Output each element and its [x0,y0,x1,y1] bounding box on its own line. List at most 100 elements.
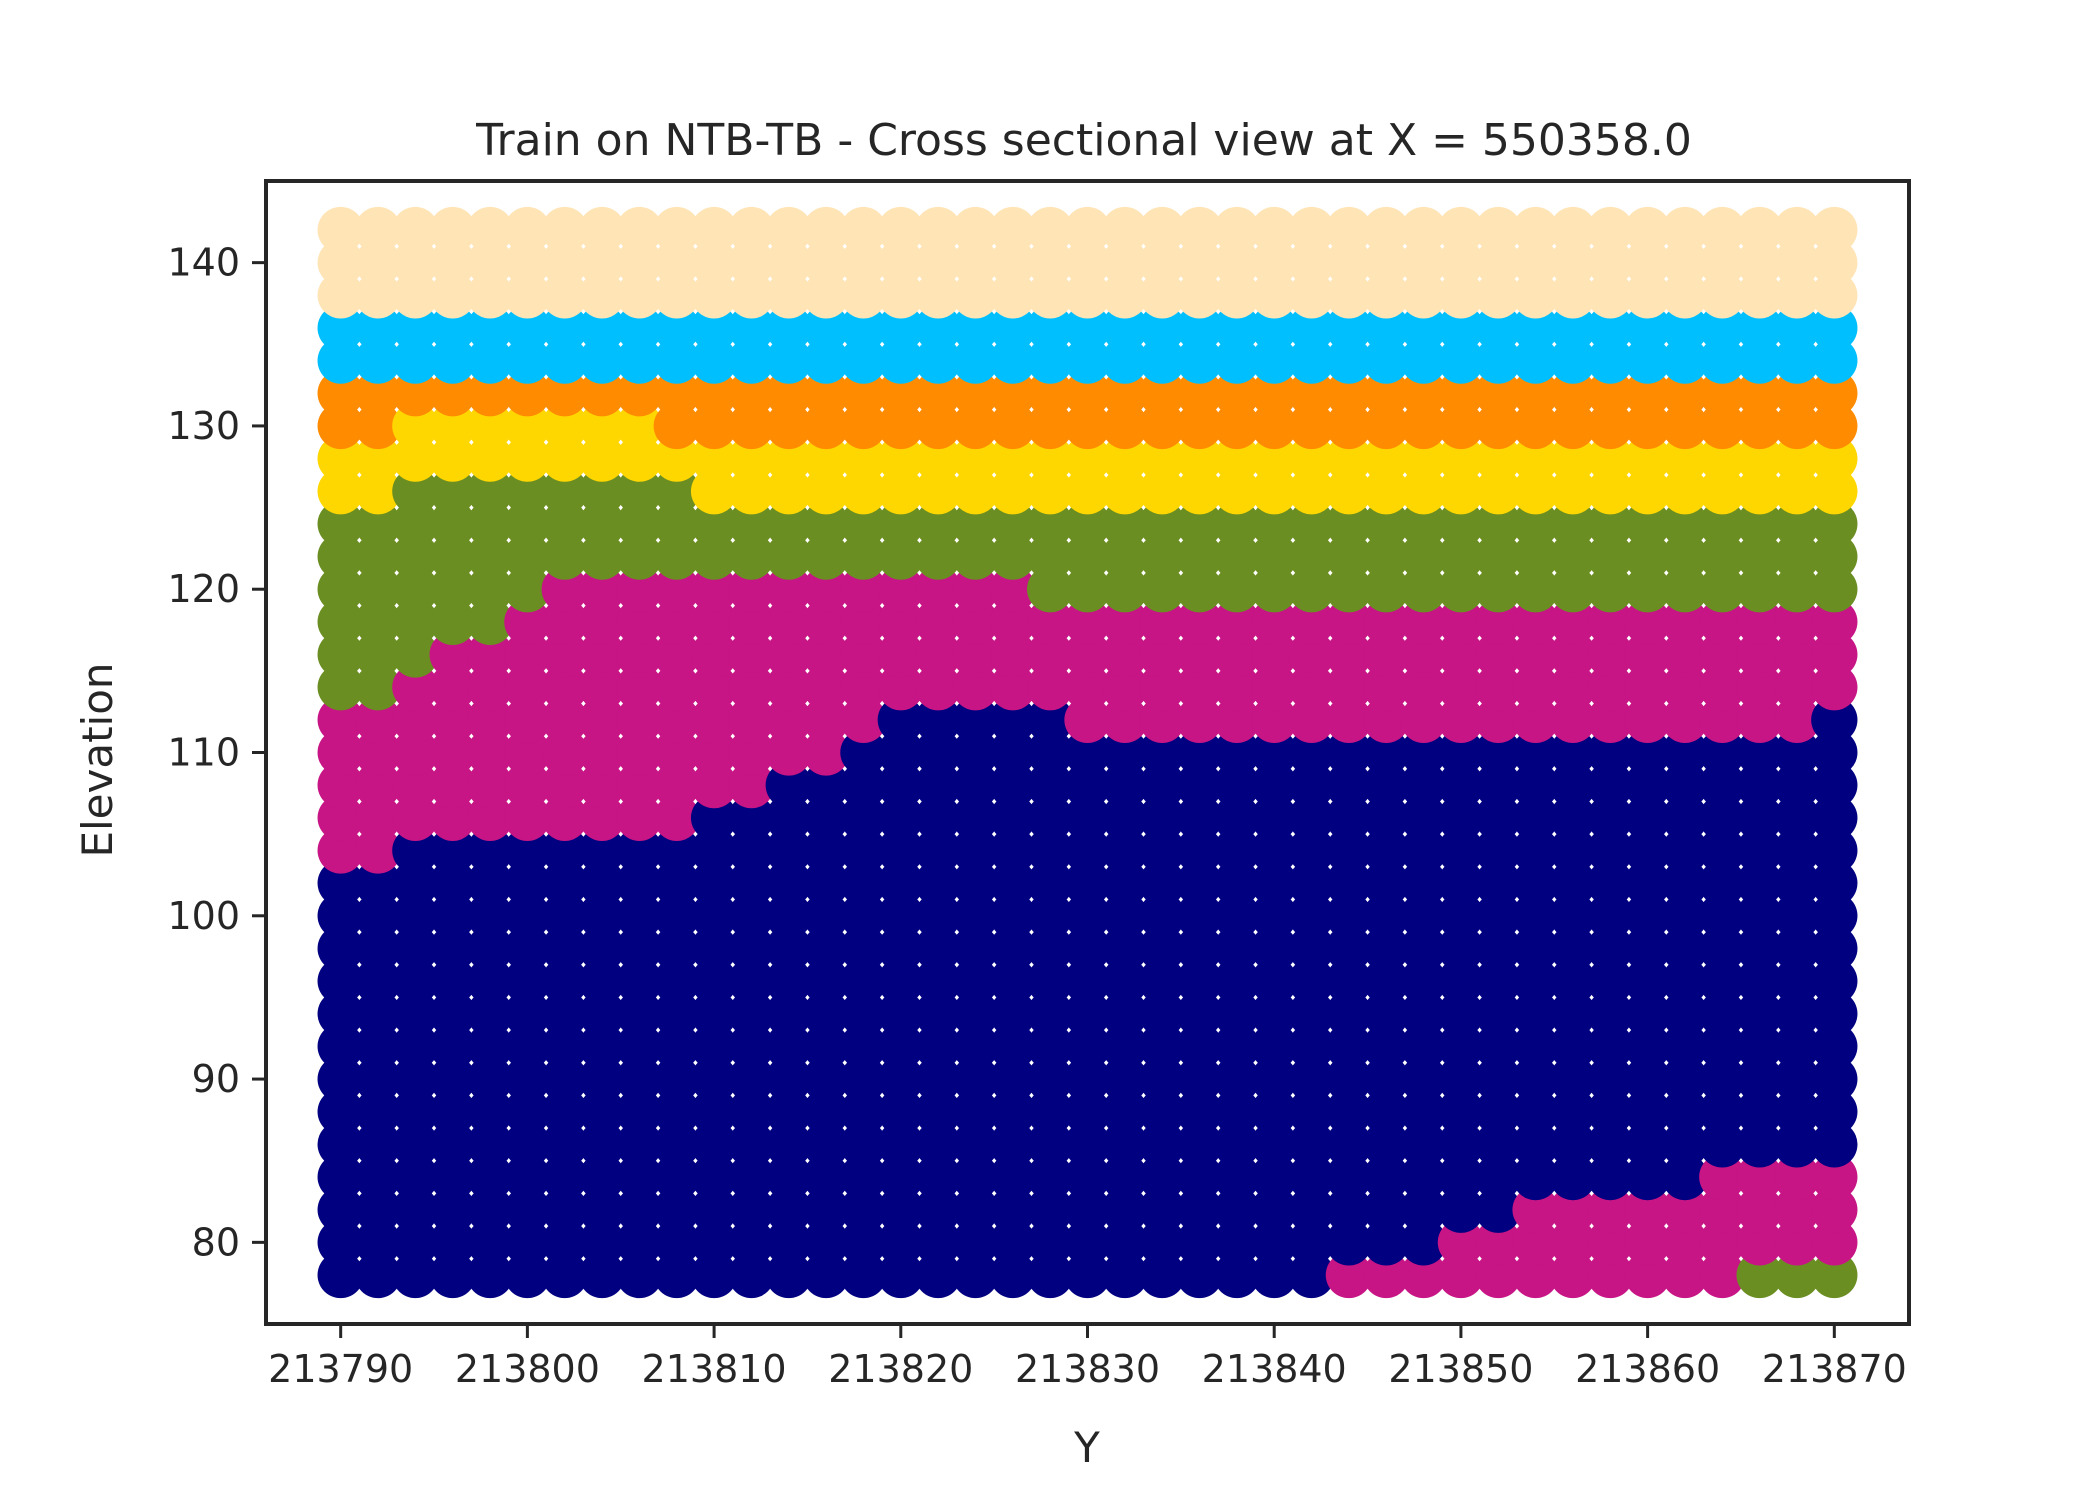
data-point [690,468,738,515]
data-point [728,990,775,1037]
data-point [802,664,850,711]
data-point [578,206,626,254]
data-point [765,239,812,286]
data-point [354,272,402,319]
data-point [1400,468,1447,515]
data-point [1811,664,1858,711]
data-point [616,1023,663,1070]
data-point [392,696,439,743]
data-point [1624,370,1671,417]
data-point [1139,500,1186,548]
data-point [1661,337,1709,384]
data-point [653,468,700,515]
data-point [728,1121,775,1168]
data-point [1325,337,1373,384]
data-point [765,500,812,548]
data-point [1773,664,1821,711]
data-point [1363,1251,1410,1299]
data-point [653,1251,700,1299]
data-point [1624,1121,1671,1168]
data-point [1549,762,1597,809]
data-point [578,402,626,450]
data-point [840,1088,887,1135]
data-point [1549,794,1597,841]
y-tick-label: 130 [167,404,240,448]
data-point [1475,468,1522,515]
data-point [429,925,476,972]
data-point [1176,468,1223,515]
data-point [728,468,775,515]
data-point [354,892,402,939]
data-point [1400,533,1447,580]
y-axis-ticks: 80 90 100 110 120 130 140 [167,241,266,1264]
data-point [466,859,514,907]
data-point [578,925,626,972]
data-point [1363,566,1410,613]
data-point [653,762,700,809]
data-point [914,827,962,874]
data-point [1325,1219,1373,1266]
data-point [989,533,1036,580]
data-point [690,827,738,874]
data-point [429,762,476,809]
data-point [1736,598,1783,646]
data-point [1251,500,1298,548]
data-point [802,304,850,352]
data-point [877,1023,924,1070]
data-point [466,566,514,613]
data-point [466,370,514,417]
data-point [1400,1055,1447,1103]
data-point [429,631,476,678]
data-point [877,990,924,1037]
data-point [354,729,402,776]
data-point [1512,827,1559,874]
data-point [317,598,364,646]
data-point [317,304,364,352]
data-point [840,631,887,678]
data-point [1475,206,1522,254]
data-point [653,272,700,319]
data-point [1213,1023,1261,1070]
data-point [466,272,514,319]
data-point [1437,696,1485,743]
data-point [1363,272,1410,319]
data-point [690,631,738,678]
data-point [1736,533,1783,580]
data-point [1213,631,1261,678]
data-point [354,1055,402,1103]
data-point [317,1055,364,1103]
data-point [1101,304,1148,352]
data-point [578,1251,626,1299]
data-point [1699,337,1746,384]
data-point [728,337,775,384]
data-point [1400,598,1447,646]
data-point [1176,664,1223,711]
data-point [1587,1088,1634,1135]
data-point [1251,892,1298,939]
data-point [1139,272,1186,319]
data-point [765,925,812,972]
data-point [1101,272,1148,319]
data-point [392,859,439,907]
data-point [504,892,551,939]
data-point [765,304,812,352]
data-point [1512,729,1559,776]
data-point [690,696,738,743]
data-point [1176,500,1223,548]
data-point [1475,762,1522,809]
data-point [1101,500,1148,548]
data-point [653,957,700,1005]
data-point [1811,402,1858,450]
data-point [1549,337,1597,384]
data-point [541,892,588,939]
data-point [1288,631,1335,678]
data-point [1661,762,1709,809]
data-point [1661,239,1709,286]
data-point [1512,206,1559,254]
data-point [1064,1251,1111,1299]
data-point [1251,729,1298,776]
data-point [914,696,962,743]
data-point [1288,664,1335,711]
data-point [877,468,924,515]
data-point [653,370,700,417]
